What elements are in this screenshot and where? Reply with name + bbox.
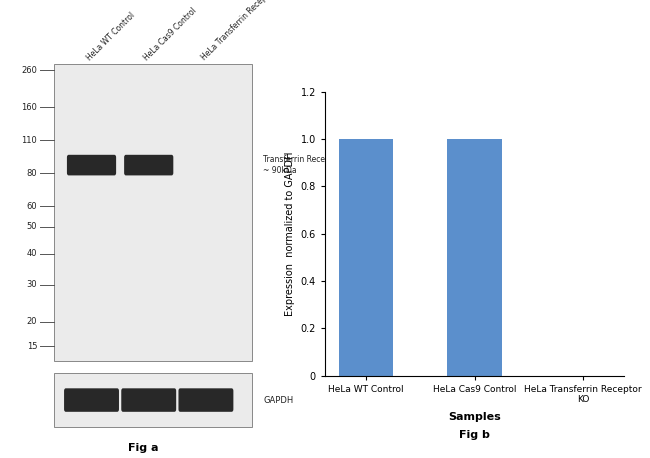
FancyBboxPatch shape [179,388,233,412]
FancyBboxPatch shape [122,388,176,412]
Text: HeLa Transferrin Receptor KO: HeLa Transferrin Receptor KO [200,0,285,62]
FancyBboxPatch shape [55,373,252,427]
Text: GAPDH: GAPDH [263,396,293,404]
Text: HeLa WT Control: HeLa WT Control [85,11,137,62]
Text: 30: 30 [27,280,37,289]
Text: 260: 260 [21,66,37,75]
Text: 50: 50 [27,223,37,231]
Text: 40: 40 [27,249,37,258]
Text: 160: 160 [21,103,37,112]
Text: 80: 80 [27,169,37,178]
Text: 110: 110 [21,136,37,145]
Text: HeLa Cas9 Control: HeLa Cas9 Control [142,5,199,62]
Text: Fig a: Fig a [128,443,158,453]
Text: Transferrin Receptor
~ 90kDa: Transferrin Receptor ~ 90kDa [263,155,341,175]
Text: 60: 60 [27,202,37,211]
FancyBboxPatch shape [64,388,119,412]
Bar [447,139,502,376]
Text: Fig b: Fig b [459,430,490,440]
Text: 15: 15 [27,342,37,351]
FancyBboxPatch shape [124,155,174,175]
Bar [339,139,393,376]
FancyBboxPatch shape [67,155,116,175]
FancyBboxPatch shape [55,64,252,361]
Y-axis label: Expression  normalized to GAPDH: Expression normalized to GAPDH [285,151,295,316]
X-axis label: Samples: Samples [448,412,501,422]
Text: 20: 20 [27,317,37,326]
